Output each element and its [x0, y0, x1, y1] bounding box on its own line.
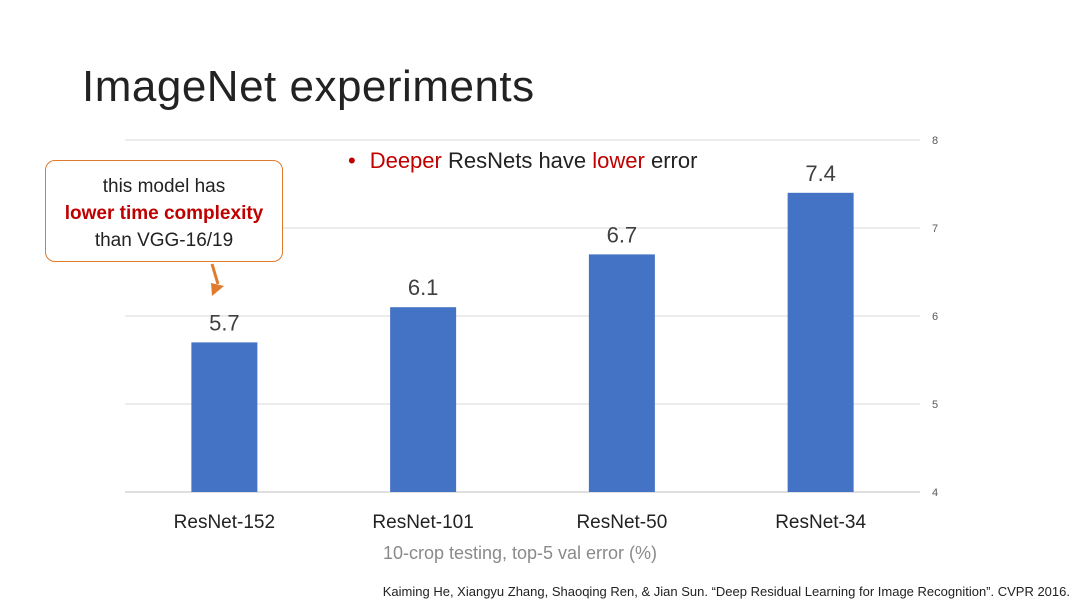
bullet-text-end: error	[644, 148, 698, 173]
x-tick-label: ResNet-34	[775, 512, 866, 533]
data-label: 6.7	[607, 222, 638, 247]
x-tick-label: ResNet-50	[576, 512, 667, 533]
data-label: 6.1	[408, 275, 439, 300]
callout-line-3: than VGG-16/19	[94, 230, 234, 251]
slide-title: ImageNet experiments	[82, 62, 535, 111]
x-tick-label: ResNet-152	[174, 512, 275, 533]
bullet-point: • Deeper ResNets have lower error	[348, 148, 697, 174]
bullet-symbol: •	[348, 148, 356, 173]
data-label: 7.4	[805, 161, 836, 186]
y-tick-label: 7	[932, 223, 938, 235]
y-tick-label: 6	[932, 311, 938, 323]
y-tick-label: 5	[932, 399, 938, 411]
callout-line-1: this model has	[102, 176, 226, 197]
bullet-highlight-lower: lower	[592, 148, 645, 173]
data-labels: 5.7 6.1 6.7 7.4	[209, 161, 836, 336]
callout-arrow	[210, 263, 224, 296]
x-axis-label: 10-crop testing, top-5 val error (%)	[382, 543, 658, 563]
bar-resnet-101	[390, 307, 457, 492]
y-tick-label: 8	[932, 135, 938, 147]
axis-ticks: 4 5 6 7 8 ResNet-152 ResNet-101 ResNet-50 ResNet…	[174, 135, 938, 533]
bar-resnet-152	[191, 342, 258, 492]
callout-line-2: lower time complexity	[64, 203, 264, 224]
citation: Kaiming He, Xiangyu Zhang, Shaoqing Ren,…	[382, 584, 1070, 599]
bar-resnet-50	[588, 254, 655, 492]
data-label: 5.7	[209, 310, 240, 335]
bar-resnet-34	[787, 192, 854, 493]
bullet-text: ResNets have	[441, 148, 593, 173]
callout-box: this model has lower time complexity tha…	[45, 160, 283, 262]
y-tick-label: 4	[932, 487, 938, 499]
x-tick-label: ResNet-101	[372, 512, 473, 533]
bullet-highlight-deeper: Deeper	[369, 148, 442, 173]
bars	[191, 192, 854, 493]
